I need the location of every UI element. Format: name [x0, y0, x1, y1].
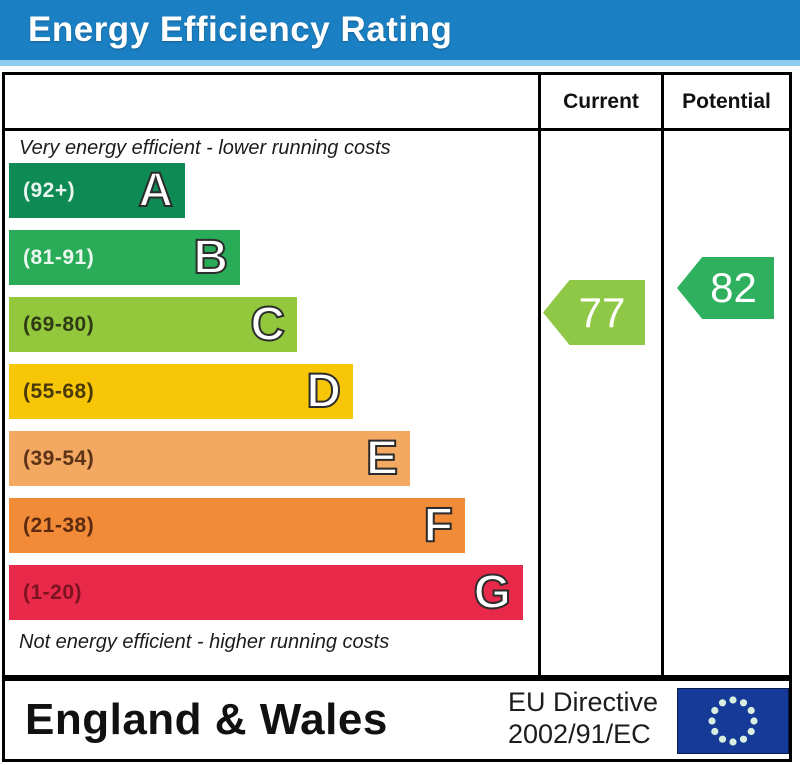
band-row-b: (81-91) B	[9, 230, 534, 285]
footer-bar: England & Wales EU Directive 2002/91/EC	[2, 678, 792, 762]
band-bar-b: (81-91) B	[9, 230, 240, 285]
epc-rating-table: Current Potential Very energy efficient …	[2, 72, 792, 678]
rating-bands: (92+) A (81-91) B (69-80) C (55-68) D (3	[9, 163, 534, 632]
potential-rating-arrow: 82	[677, 257, 774, 319]
band-letter: E	[365, 431, 399, 485]
title-bar: Energy Efficiency Rating	[0, 0, 800, 66]
eu-directive-line1: EU Directive	[508, 687, 659, 717]
band-bar-d: (55-68) D	[9, 364, 353, 419]
band-range-label: (21-38)	[23, 513, 95, 537]
band-bar-g: (1-20) G	[9, 565, 523, 620]
band-letter: D	[305, 364, 342, 418]
region-label: England & Wales	[25, 695, 388, 744]
eu-directive-line2: 2002/91/EC	[508, 718, 651, 749]
band-range-label: (39-54)	[23, 446, 95, 470]
band-row-a: (92+) A	[9, 163, 534, 218]
band-letter: A	[137, 163, 174, 217]
band-row-e: (39-54) E	[9, 431, 534, 486]
eu-flag-icon	[676, 687, 790, 755]
column-header-current: Current	[563, 89, 639, 113]
band-row-c: (69-80) C	[9, 297, 534, 352]
top-caption: Very energy efficient - lower running co…	[19, 137, 391, 159]
band-letter: G	[473, 565, 512, 619]
band-bar-f: (21-38) F	[9, 498, 465, 553]
band-letter: C	[249, 297, 286, 351]
band-range-label: (69-80)	[23, 312, 95, 336]
current-rating-value: 77	[578, 288, 626, 336]
column-divider	[661, 75, 664, 675]
band-row-d: (55-68) D	[9, 364, 534, 419]
column-header-potential: Potential	[682, 89, 771, 113]
potential-rating-value: 82	[710, 264, 757, 311]
band-row-f: (21-38) F	[9, 498, 534, 553]
bottom-caption: Not energy efficient - higher running co…	[19, 631, 390, 653]
header-divider	[5, 128, 789, 131]
band-range-label: (1-20)	[23, 580, 83, 604]
band-range-label: (92+)	[23, 178, 76, 202]
band-bar-e: (39-54) E	[9, 431, 410, 486]
column-divider	[538, 75, 541, 675]
band-bar-c: (69-80) C	[9, 297, 297, 352]
page-title: Energy Efficiency Rating	[28, 10, 453, 49]
eu-directive-label: EU Directive 2002/91/EC	[508, 687, 676, 751]
current-rating-arrow: 77	[543, 280, 645, 345]
band-row-g: (1-20) G	[9, 565, 534, 620]
band-bar-a: (92+) A	[9, 163, 185, 218]
band-letter: B	[192, 230, 229, 284]
band-range-label: (55-68)	[23, 379, 95, 403]
band-letter: F	[423, 498, 454, 552]
band-range-label: (81-91)	[23, 245, 95, 269]
